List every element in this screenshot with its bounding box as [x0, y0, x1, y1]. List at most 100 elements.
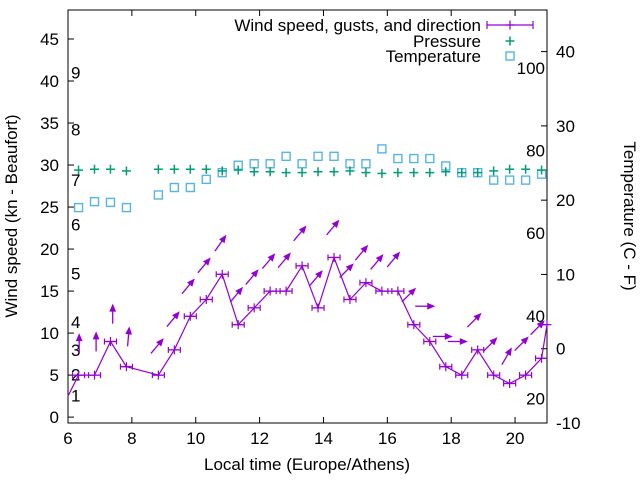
gust-arrow-shaft	[261, 258, 272, 270]
gust-arrow-shaft	[214, 240, 223, 252]
gust-arrow-shaft	[482, 341, 494, 352]
plot-layer: 6 8 10 12 14 16 18 20051015202530354045-1001020…	[40, 9, 581, 448]
gust-arrow-head	[125, 326, 133, 335]
gust-arrow-head	[444, 333, 453, 340]
gust-arrow-head	[92, 331, 100, 340]
gust-arrow-head	[235, 286, 243, 296]
gust-arrow-head	[489, 337, 498, 346]
x-tick-label: 20	[506, 429, 525, 448]
temperature-point	[89, 196, 100, 207]
gust-arrow-head	[187, 278, 195, 287]
temperature-point	[105, 197, 116, 208]
legend-label-wind: Wind speed, gusts, and direction	[234, 16, 481, 35]
y-right-tick-label: 10	[556, 265, 575, 284]
temperature-point	[201, 174, 211, 185]
gust-arrow-head	[459, 338, 468, 345]
temperature-point	[281, 151, 291, 162]
temperature-point	[520, 175, 531, 185]
gust-arrow-head	[283, 252, 291, 261]
fahrenheit-label: 20	[526, 389, 545, 408]
gust-arrow-shaft	[401, 292, 412, 303]
gust-arrow-shaft	[466, 317, 478, 328]
temperature-point	[393, 153, 403, 164]
temperature-point	[409, 153, 419, 164]
gust-arrow-shaft	[293, 230, 303, 242]
temperature-point	[121, 202, 132, 213]
fahrenheit-label: 80	[526, 141, 545, 160]
gust-arrow-head	[375, 254, 384, 263]
beaufort-label: 9	[71, 64, 80, 83]
gust-arrow-head	[427, 302, 436, 310]
y-left-tick-label: 45	[40, 30, 59, 49]
y-left-tick-label: 20	[40, 240, 59, 259]
gust-arrow-shaft	[197, 262, 207, 274]
y-left-tick-label: 25	[40, 198, 59, 217]
y-left-tick-label: 0	[50, 408, 59, 427]
gust-arrow-head	[267, 253, 276, 262]
y-right-tick-label: 0	[556, 340, 565, 359]
temperature-point	[361, 159, 371, 169]
gust-arrow-head	[250, 269, 259, 278]
gust-arrow-head	[298, 225, 307, 234]
beaufort-label: 4	[71, 313, 80, 332]
gust-arrow-head	[219, 234, 227, 244]
gust-arrow-shaft	[150, 343, 160, 354]
gust-arrow-shaft	[514, 340, 525, 352]
gust-arrow-shaft	[309, 275, 319, 286]
gust-arrow-shaft	[370, 259, 380, 270]
legend-sample-temperature	[505, 51, 515, 61]
gust-arrow-shaft	[229, 291, 239, 303]
x-tick-label: 6	[63, 429, 72, 448]
gust-arrow-head	[202, 257, 211, 266]
gust-arrow-shaft	[530, 324, 541, 336]
y-left-tick-label: 35	[40, 114, 59, 133]
x-tick-label: 8	[127, 429, 136, 448]
plot-border	[67, 9, 548, 424]
temperature-point	[265, 159, 275, 169]
gust-arrow-head	[392, 251, 401, 260]
gust-arrow-head	[520, 336, 529, 345]
beaufort-label: 8	[71, 121, 80, 140]
gust-arrow-head	[75, 333, 83, 342]
gust-arrow-head	[408, 287, 417, 296]
wind-speed-line	[67, 255, 548, 397]
beaufort-label: 3	[71, 341, 80, 360]
y-right-tick-label: 40	[556, 43, 575, 62]
legend-label-temperature: Temperature	[386, 47, 481, 66]
beaufort-label: 5	[71, 264, 80, 283]
y-left-tick-label: 10	[40, 324, 59, 343]
temperature-point	[185, 182, 196, 193]
y-left-tick-label: 15	[40, 282, 59, 301]
gust-arrow-head	[504, 347, 512, 357]
y-right-tick-label: -10	[556, 414, 581, 433]
gust-arrow-head	[360, 244, 369, 254]
gust-arrow-shaft	[339, 267, 350, 278]
temperature-point	[153, 190, 164, 200]
gust-arrow-shaft	[501, 353, 509, 366]
gust-arrow-shaft	[181, 283, 191, 295]
gust-arrow-shaft	[277, 257, 287, 269]
y-right-tick-label: 30	[556, 117, 575, 136]
gust-arrow-head	[536, 320, 545, 329]
gust-arrow-head	[331, 219, 340, 228]
y-right-axis-label: Temperature (C - F)	[620, 141, 639, 290]
temperature-point	[377, 144, 387, 154]
gust-arrow-head	[345, 263, 354, 272]
gust-arrow-head	[473, 312, 482, 321]
gust-arrow-head	[156, 338, 164, 347]
legend-label-pressure: Pressure	[413, 32, 481, 51]
gust-arrow-shaft	[245, 274, 255, 285]
fahrenheit-label: 100	[517, 59, 545, 78]
gust-arrow-shaft	[354, 249, 365, 261]
temperature-point	[73, 202, 84, 213]
temperature-point	[249, 159, 259, 169]
temperature-point	[297, 159, 307, 169]
gust-arrow-shaft	[386, 256, 397, 268]
gust-arrow-shaft	[126, 333, 130, 347]
y-left-tick-label: 40	[40, 72, 59, 91]
temperature-point	[169, 182, 180, 193]
x-axis-label: Local time (Europe/Athens)	[204, 455, 410, 474]
x-tick-label: 18	[442, 429, 461, 448]
